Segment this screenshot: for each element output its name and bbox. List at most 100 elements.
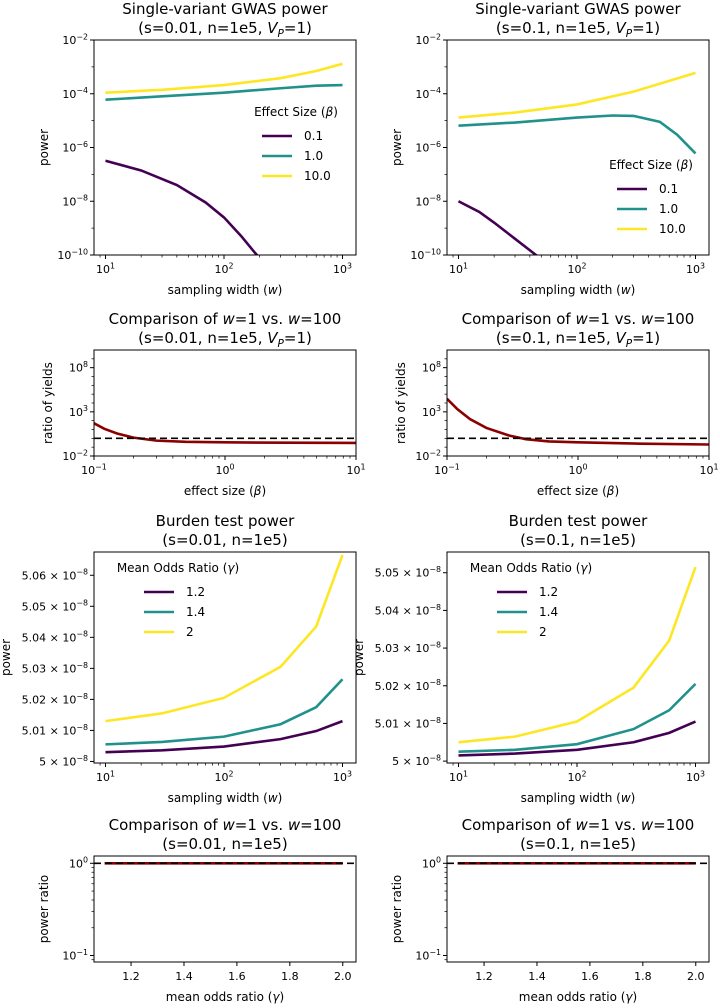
legend-title: Effect Size (β) [609,158,693,172]
legend-entry: 10.0 [659,222,686,236]
y-tick-label: 10−6​ [415,140,441,155]
legend-entry: 1.4 [186,605,205,619]
plot-title: Comparison of w=1 vs. w=100 [109,310,342,328]
y-axis-label: power [0,639,13,676]
plot-title: Comparison of w=1 vs. w=100 [109,816,342,834]
x-tick-label: 1.4 [175,970,193,983]
plot-area [457,71,697,255]
plot-subtitle: (s=0.1, n=1e5) [520,835,636,853]
axes-frame [446,39,710,256]
legend: Mean Odds Ratio (γ) 1.2 1.4 2 [470,561,592,639]
plot-subtitle: (s=0.1, n=1e5, VP​=1) [496,329,660,350]
x-tick-label: 1.8 [634,970,652,983]
x-tick-label: 10−1​ [434,462,460,477]
axes-frame [93,39,357,256]
y-axis-label: ratio of yields [394,362,408,444]
y-tick-label: 108​ [422,360,441,375]
x-tick-label: 103​ [333,769,352,784]
series-line-0 [94,422,356,445]
y-tick-label: 5.06 × 10−8​ [22,568,88,583]
x-tick-label: 10−1​ [81,462,107,477]
y-tick-label: 103​ [69,404,88,419]
plot-title: Single-variant GWAS power [122,0,328,18]
legend: Effect Size (β) 0.1 1.0 10.0 [254,105,338,183]
chart-p1: Single-variant GWAS power(s=0.01, n=1e5,… [37,0,357,297]
series-line-1.4 [105,678,344,746]
legend-title: Effect Size (β) [254,105,338,119]
y-tick-label: 10−8​ [62,194,88,209]
y-axis-label: power [390,129,404,166]
y-axis-label: power ratio [390,875,404,944]
x-tick-label: 2.0 [687,970,705,983]
legend-entry: 1.4 [539,605,558,619]
series-line-10.0 [458,71,696,119]
x-tick-label: 102​ [214,769,233,784]
y-tick-label: 10−1​ [415,948,441,963]
y-tick-label: 5.03 × 10−8​ [375,640,441,655]
legend: Effect Size (β) 0.1 1.0 10.0 [609,158,693,236]
y-tick-label: 100​ [422,856,441,871]
x-tick-label: 101​ [449,261,468,276]
legend-entry: 1.2 [186,585,205,599]
chart-p7: Comparison of w=1 vs. w=100(s=0.01, n=1e… [37,816,357,1004]
series-line-1.4 [458,682,697,753]
y-tick-label: 5.01 × 10−8​ [22,723,88,738]
y-tick-label: 5 × 10−8​ [392,754,441,769]
x-tick-label: 103​ [333,261,352,276]
y-tick-label: 5.02 × 10−8​ [22,692,88,707]
x-tick-label: 100​ [568,462,587,477]
x-tick-label: 102​ [567,769,586,784]
legend-entry: 10.0 [304,169,331,183]
x-tick-label: 1.6 [228,970,246,983]
legend: Mean Odds Ratio (γ) 1.2 1.4 2 [117,561,239,639]
legend-entry: 1.0 [659,202,678,216]
x-tick-label: 1.2 [122,970,140,983]
series-line-0.1 [457,200,539,255]
y-tick-label: 5.05 × 10−8​ [22,599,88,614]
x-axis-label: effect size (β) [184,484,266,498]
x-axis-label: sampling width (w) [521,283,636,297]
x-axis-label: sampling width (w) [168,791,283,805]
plot-title: Single-variant GWAS power [475,0,681,18]
y-tick-label: 5.04 × 10−8​ [22,630,88,645]
series-line-1.2 [458,720,697,757]
x-tick-label: 1.2 [475,970,493,983]
x-axis-label: sampling width (w) [168,283,283,297]
chart-p5: Burden test power(s=0.01, n=1e5) 101​ 102​… [0,512,357,805]
x-tick-label: 101​ [346,462,365,477]
y-tick-label: 10−4​ [415,86,441,101]
x-tick-label: 2.0 [334,970,352,983]
chart-p4: Comparison of w=1 vs. w=100(s=0.1, n=1e5… [394,310,719,498]
y-tick-label: 10−2​ [415,32,441,47]
y-tick-label: 5.02 × 10−8​ [375,678,441,693]
axes-frame [93,349,357,457]
x-tick-label: 101​ [699,462,718,477]
plot-area [458,566,697,757]
plot-area [94,422,356,445]
y-axis-label: ratio of yields [41,362,55,444]
chart-p8: Comparison of w=1 vs. w=100(s=0.1, n=1e5… [390,816,710,1004]
legend-title: Mean Odds Ratio (γ) [470,561,592,575]
plot-subtitle: (s=0.01, n=1e5) [162,835,287,853]
y-tick-label: 10−2​ [62,448,88,463]
plot-area [105,62,343,255]
series-line-1.0 [105,83,343,102]
legend-entry: 0.1 [659,182,678,196]
legend-title: Mean Odds Ratio (γ) [117,561,239,575]
x-tick-label: 1.8 [281,970,299,983]
y-tick-label: 100​ [69,856,88,871]
plot-area [447,397,709,446]
y-tick-label: 10−1​ [62,948,88,963]
y-tick-label: 10−4​ [62,86,88,101]
series-line-0.1 [105,159,259,255]
x-axis-label: sampling width (w) [521,791,636,805]
legend-entry: 0.1 [304,129,323,143]
plot-title: Burden test power [509,512,648,530]
x-tick-label: 102​ [567,261,586,276]
x-tick-label: 100​ [215,462,234,477]
x-tick-label: 1.4 [528,970,546,983]
x-tick-label: 101​ [96,261,115,276]
x-tick-label: 101​ [449,769,468,784]
y-axis-label: power [37,129,51,166]
chart-p3: Comparison of w=1 vs. w=100(s=0.01, n=1e… [41,310,366,498]
